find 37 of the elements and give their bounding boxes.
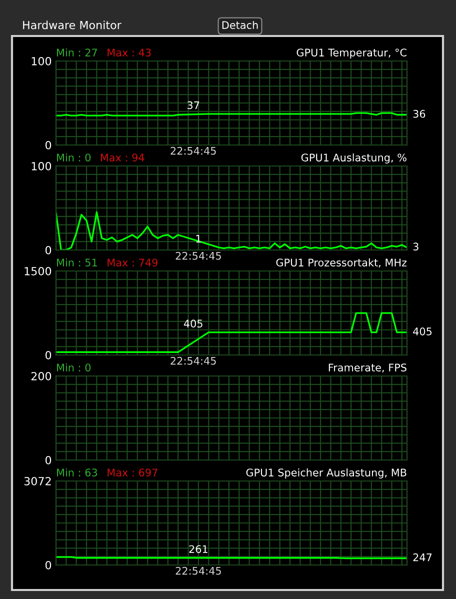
text: Min : 27 (57, 48, 97, 56)
text: Min : 0 (57, 153, 91, 162)
text: 3 (413, 242, 418, 250)
y-tick-label: 3072 (24, 476, 51, 486)
annotation: 405 (184, 320, 202, 328)
chart-title: GPU1 Auslastung, % (301, 153, 406, 164)
x-axis-title: 22:54:45 (176, 566, 221, 575)
text: Min : 0 (57, 363, 91, 372)
annotation: 261 (189, 545, 208, 554)
text: Max : 94 (100, 154, 144, 162)
y-tick-label: 100 (32, 56, 52, 66)
x-axis-title: 22:54:45 (170, 146, 216, 155)
chart-title: GPU1 Speicher Auslastung, MB (246, 468, 406, 478)
chart-title: GPU1 Temperatur, °C (296, 48, 406, 58)
y-tick-label: 0 (45, 246, 52, 254)
text: Hardware Monitor (23, 20, 122, 30)
y-tick-label: 200 (31, 372, 52, 380)
y-tick-label: 0 (45, 140, 52, 150)
text: 36 (413, 110, 426, 118)
y-tick-label: 0 (45, 350, 52, 360)
y-tick-label: 0 (45, 456, 52, 464)
text: Max : 697 (108, 468, 158, 476)
text: Detach (222, 20, 258, 30)
text: Max : 749 (108, 258, 158, 266)
chart-title: Framerate, FPS (328, 364, 406, 373)
chart-title: GPU1 Prozessortakt, MHz (276, 258, 407, 268)
text: Min : 63 (57, 468, 98, 476)
text: Max : 43 (108, 48, 151, 56)
text: Min : 51 (57, 258, 97, 266)
x-axis-title: 22:54:45 (170, 356, 216, 365)
annotation: 37 (188, 101, 200, 110)
y-tick-label: 0 (45, 560, 52, 570)
text: 405 (413, 327, 432, 336)
x-axis-title: 22:54:45 (176, 252, 221, 260)
y-tick-label: 100 (32, 162, 52, 170)
y-tick-label: 1500 (24, 266, 52, 276)
text: 247 (413, 553, 432, 562)
